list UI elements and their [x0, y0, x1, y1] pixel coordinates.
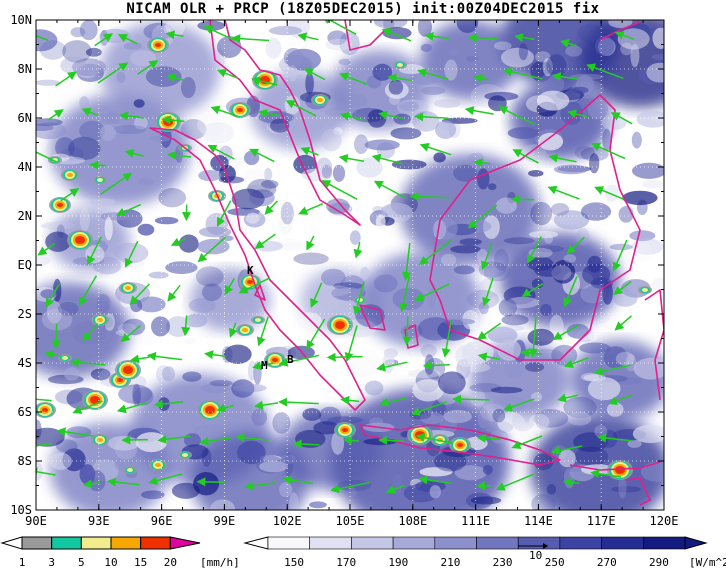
marker-b: B	[287, 353, 294, 366]
lon-label: 93E	[88, 514, 110, 528]
olr-tick: 170	[336, 556, 356, 569]
olr-tick: 290	[649, 556, 669, 569]
olr-tick: 230	[493, 556, 513, 569]
precip-tick: 5	[78, 556, 85, 569]
lon-label: 117E	[587, 514, 616, 528]
vector-reference: 10	[518, 543, 548, 562]
precip-unit: [mm/h]	[200, 556, 240, 569]
lat-label: 4S	[18, 356, 32, 370]
lat-label: 6S	[18, 405, 32, 419]
lon-label: 102E	[273, 514, 302, 528]
marker-m: M	[261, 359, 268, 372]
lon-label: 99E	[214, 514, 236, 528]
vector-ref-label: 10	[529, 549, 542, 562]
lat-label: 4N	[18, 160, 32, 174]
precip-tick: 15	[134, 556, 147, 569]
precip-tick: 20	[164, 556, 177, 569]
lon-label: 105E	[336, 514, 365, 528]
station-markers: K M B	[247, 264, 294, 372]
marker-k: K	[247, 264, 254, 277]
lon-label: 114E	[524, 514, 553, 528]
lat-label: 8N	[18, 62, 32, 76]
lon-label: 111E	[461, 514, 490, 528]
olr-unit: [W/m^2]	[689, 556, 726, 569]
lat-label: EQ	[18, 258, 32, 272]
olr-colorbar: 150 170 190 210 230 250 270 290	[243, 536, 708, 569]
map-title: NICAM OLR + PRCP (18Z05DEC2015) init:00Z…	[126, 1, 600, 17]
lon-label: 108E	[398, 514, 427, 528]
lon-label: 96E	[151, 514, 173, 528]
lat-label: 6N	[18, 111, 32, 125]
precip-tick: 3	[48, 556, 55, 569]
olr-tick: 210	[441, 556, 461, 569]
lat-label: 8S	[18, 454, 32, 468]
lon-label: 90E	[25, 514, 47, 528]
lat-label: 2N	[18, 209, 32, 223]
precip-tick: 10	[104, 556, 117, 569]
wind-vectors	[36, 20, 635, 494]
lat-label: 10N	[10, 13, 32, 27]
precip-tick: 1	[19, 556, 26, 569]
olr-tick: 150	[284, 556, 304, 569]
latitude-labels: 10N 8N 6N 4N 2N EQ 2S 4S 6S 8S 10S	[10, 13, 32, 517]
olr-tick: 250	[545, 556, 565, 569]
precip-colorbar: 1 3 5 10 15 20	[0, 536, 201, 569]
olr-tick: 190	[388, 556, 408, 569]
longitude-labels: 90E 93E 96E 99E 102E 105E 108E 111E 114E 117E 120E	[25, 514, 678, 528]
lat-label: 10S	[10, 503, 32, 517]
olr-tick: 270	[597, 556, 617, 569]
lat-label: 2S	[18, 307, 32, 321]
axis-ticks	[35, 19, 665, 511]
lon-label: 120E	[650, 514, 679, 528]
